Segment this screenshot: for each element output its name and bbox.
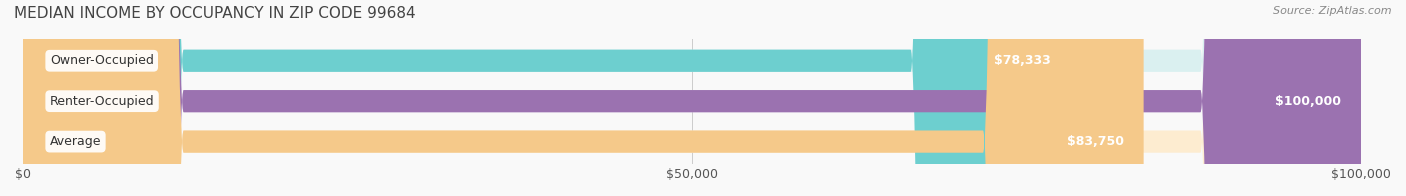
- Text: Renter-Occupied: Renter-Occupied: [49, 95, 155, 108]
- FancyBboxPatch shape: [22, 0, 1071, 196]
- Text: $83,750: $83,750: [1067, 135, 1123, 148]
- FancyBboxPatch shape: [22, 0, 1361, 196]
- FancyBboxPatch shape: [22, 0, 1361, 196]
- Text: Source: ZipAtlas.com: Source: ZipAtlas.com: [1274, 6, 1392, 16]
- FancyBboxPatch shape: [22, 0, 1361, 196]
- Text: Owner-Occupied: Owner-Occupied: [49, 54, 153, 67]
- FancyBboxPatch shape: [22, 0, 1361, 196]
- FancyBboxPatch shape: [22, 0, 1143, 196]
- Text: $100,000: $100,000: [1275, 95, 1341, 108]
- Text: $78,333: $78,333: [994, 54, 1052, 67]
- Text: MEDIAN INCOME BY OCCUPANCY IN ZIP CODE 99684: MEDIAN INCOME BY OCCUPANCY IN ZIP CODE 9…: [14, 6, 416, 21]
- Text: Average: Average: [49, 135, 101, 148]
